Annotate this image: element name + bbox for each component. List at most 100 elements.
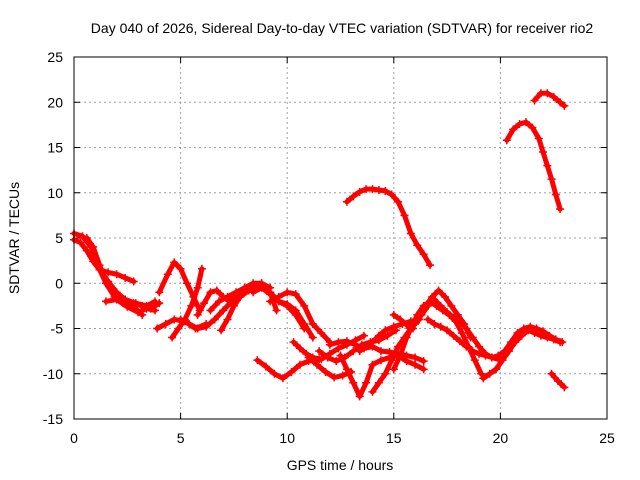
data-point — [283, 288, 292, 297]
data-point — [342, 337, 351, 346]
data-point — [185, 319, 194, 328]
data-point — [513, 329, 522, 338]
data-point — [315, 355, 324, 364]
data-point — [458, 329, 467, 338]
series-arc31 — [530, 89, 569, 110]
data-point — [468, 347, 477, 356]
series-line — [267, 289, 333, 345]
data-point — [334, 338, 343, 347]
data-point — [551, 190, 560, 199]
data-point — [359, 331, 368, 340]
data-point — [430, 319, 439, 328]
data-point — [389, 310, 398, 319]
data-point — [332, 357, 341, 366]
data-point — [394, 342, 403, 351]
data-series — [70, 89, 569, 401]
data-point — [323, 353, 332, 362]
data-point — [283, 301, 292, 310]
data-point — [153, 324, 162, 333]
data-point — [278, 374, 287, 383]
data-point — [176, 264, 185, 273]
data-point — [449, 313, 458, 322]
data-point — [261, 362, 270, 371]
data-point — [455, 317, 464, 326]
y-tick-label: -5 — [51, 321, 64, 337]
data-point — [287, 367, 296, 376]
data-point — [417, 310, 426, 319]
data-point — [315, 347, 324, 356]
data-point — [291, 290, 300, 299]
data-point — [462, 324, 471, 333]
data-point — [206, 306, 215, 315]
data-point — [413, 241, 422, 250]
data-point — [419, 357, 428, 366]
data-point — [240, 283, 249, 292]
series-arc8 — [168, 264, 206, 342]
data-point — [368, 185, 377, 194]
y-tick-labels: -15 -10 -5 0 5 10 15 20 25 — [43, 49, 63, 427]
data-point — [214, 297, 223, 306]
data-point — [325, 340, 334, 349]
data-point — [377, 347, 386, 356]
series-arc12 — [217, 283, 262, 335]
data-point — [112, 288, 121, 297]
data-point — [349, 378, 358, 387]
data-point — [155, 288, 164, 297]
data-point — [313, 360, 322, 369]
data-point — [423, 315, 432, 324]
data-point — [498, 356, 507, 365]
data-point — [272, 306, 281, 315]
series-arc32 — [547, 369, 569, 392]
data-point — [104, 277, 113, 286]
data-point — [419, 250, 428, 259]
data-point — [494, 351, 503, 360]
data-point — [556, 205, 565, 214]
x-tick-label: 20 — [493, 430, 509, 446]
data-point — [212, 286, 221, 295]
data-point — [193, 283, 202, 292]
series-arc28 — [389, 310, 417, 333]
data-point — [383, 331, 392, 340]
data-point — [351, 340, 360, 349]
data-point — [151, 306, 160, 315]
data-point — [426, 261, 435, 270]
data-point — [394, 197, 403, 206]
data-point — [374, 378, 383, 387]
data-point — [560, 101, 569, 110]
x-tick-label: 10 — [279, 430, 295, 446]
data-point — [396, 351, 405, 360]
data-point — [223, 292, 232, 301]
data-point — [443, 326, 452, 335]
data-point — [336, 351, 345, 360]
data-point — [155, 299, 164, 308]
data-point — [317, 329, 326, 338]
y-tick-label: 0 — [55, 275, 63, 291]
data-point — [381, 186, 390, 195]
data-point — [387, 190, 396, 199]
data-point — [406, 229, 415, 238]
data-point — [168, 333, 177, 342]
data-point — [477, 369, 486, 378]
data-point — [509, 125, 518, 134]
data-point — [443, 308, 452, 317]
data-point — [447, 301, 456, 310]
data-point — [374, 331, 383, 340]
data-point — [556, 338, 565, 347]
y-tick-label: -10 — [43, 366, 63, 382]
data-point — [95, 265, 104, 274]
data-point — [532, 324, 541, 333]
series-arc14 — [257, 281, 309, 333]
data-point — [308, 333, 317, 342]
y-tick-label: 15 — [47, 140, 63, 156]
data-point — [182, 279, 191, 288]
data-point — [468, 333, 477, 342]
series-arc26 — [423, 315, 567, 362]
data-point — [270, 369, 279, 378]
data-point — [121, 295, 130, 304]
data-point — [504, 347, 513, 356]
data-point — [521, 118, 530, 127]
series-arc27 — [479, 326, 565, 383]
data-point — [349, 192, 358, 201]
data-point — [543, 161, 552, 170]
